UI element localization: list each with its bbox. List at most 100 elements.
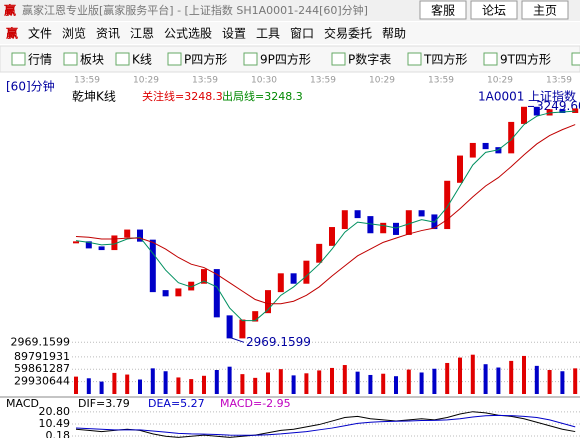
price-bar [239, 319, 246, 339]
volume-bar [150, 368, 155, 394]
title-button-label[interactable]: 客服 [431, 3, 455, 18]
toolbar-icon[interactable] [115, 52, 130, 66]
volume-bar [573, 368, 578, 394]
volume-tick-label: 29930644 [14, 375, 70, 388]
ma-line [75, 124, 576, 305]
symbol-label: 1A0001 [478, 90, 524, 104]
price-bar [265, 290, 271, 314]
toolbar-label[interactable]: K线 [132, 53, 152, 67]
volume-bar [240, 374, 245, 394]
name-label: 上证指数 [528, 89, 576, 104]
toolbar-label[interactable]: 9T四方形 [500, 52, 551, 67]
price-bar [380, 222, 387, 234]
app-icon: 赢 [4, 3, 16, 18]
toolbar-label[interactable]: 9P四方形 [260, 52, 311, 67]
volume-bar [176, 377, 181, 394]
chart-area [0, 73, 580, 438]
price-bar [111, 235, 118, 251]
price-bar [201, 269, 207, 284]
price-bar [572, 108, 579, 113]
volume-tick-label: 89791931 [14, 350, 70, 363]
menu-icon: 赢 [6, 26, 18, 41]
toolbar-label[interactable]: 行情 [28, 53, 52, 67]
volume-bar [125, 374, 130, 394]
time-label: 10:29 [133, 76, 159, 86]
toolbar-label[interactable]: P四方形 [184, 52, 227, 67]
volume-bar [496, 367, 501, 394]
menu-item[interactable]: 帮助 [382, 27, 406, 41]
macd-tick-label: 20.80 [39, 405, 71, 418]
macd-line [75, 414, 576, 436]
volume-bar [99, 381, 104, 394]
toolbar [0, 45, 580, 73]
price-bar [482, 142, 489, 150]
ma-line [75, 110, 576, 322]
toolbar-icon[interactable] [11, 52, 26, 66]
time-label: 13:59 [546, 76, 572, 86]
toolbar-icon[interactable] [63, 52, 78, 66]
volume-bar [317, 370, 322, 394]
price-bar [73, 241, 79, 244]
price-bar [316, 243, 323, 263]
toolbar-icon[interactable] [483, 52, 498, 66]
time-label: 13:59 [192, 76, 218, 86]
volume-bar [291, 375, 296, 394]
toolbar-icon[interactable] [167, 52, 182, 66]
price-bar [469, 142, 476, 158]
volume-bar [189, 379, 194, 394]
volume-bar [509, 360, 514, 394]
focus-line-label: 关注线=3248.3 [142, 89, 223, 103]
toolbar-icon[interactable] [571, 52, 580, 66]
title-button-label[interactable]: 论坛 [482, 4, 506, 18]
volume-bar [163, 371, 168, 394]
menu-item[interactable]: 设置 [222, 27, 246, 41]
menu-item[interactable]: 文件 [28, 26, 52, 41]
price-bar [393, 222, 399, 235]
toolbar-icon[interactable] [407, 52, 422, 66]
volume-bar [368, 374, 373, 394]
price-bar [457, 155, 463, 183]
volume-bar [112, 372, 117, 394]
time-label: 10:29 [487, 76, 513, 86]
toolbar-icon[interactable] [331, 52, 346, 66]
title-button[interactable] [419, 0, 467, 20]
volume-bar [138, 379, 142, 394]
title-button-label[interactable]: 主页 [533, 4, 557, 18]
time-label: 10:30 [251, 76, 277, 86]
menu-item[interactable]: 公式选股 [164, 27, 212, 41]
price-bar [188, 281, 195, 291]
title-button[interactable] [521, 0, 569, 20]
menu-item[interactable]: 窗口 [290, 27, 314, 41]
volume-bar [547, 370, 552, 394]
menu-item[interactable]: 江恩 [130, 27, 154, 41]
menu-item[interactable]: 工具 [256, 27, 280, 41]
volume-bar [266, 372, 270, 394]
menu-item[interactable]: 浏览 [62, 26, 86, 41]
toolbar-icon[interactable] [243, 52, 258, 66]
title-button[interactable] [470, 0, 518, 20]
price-bar [329, 227, 335, 246]
price-bar [277, 273, 284, 293]
volume-tick-label: 59861287 [14, 362, 70, 375]
price-bar [124, 229, 131, 238]
price-bar [137, 229, 143, 242]
menu-item[interactable]: 资讯 [96, 27, 120, 41]
price-bar [341, 210, 348, 230]
volume-bar [253, 377, 258, 394]
price-bar [405, 210, 412, 235]
toolbar-label[interactable]: T四方形 [423, 52, 467, 67]
price-bar [252, 311, 259, 322]
volume-bar [86, 378, 91, 394]
toolbar-label[interactable]: 板块 [80, 53, 104, 67]
price-bar [521, 106, 527, 124]
toolbar-label[interactable]: P数字表 [348, 52, 391, 67]
menu-item[interactable]: 交易委托 [324, 26, 372, 41]
y-tick-label: 2969.1599 [11, 335, 71, 348]
volume-bar [522, 355, 526, 394]
period-label: [60]分钟 [6, 79, 55, 94]
price-bar [418, 210, 425, 217]
price-bar [367, 216, 374, 234]
time-label: 13:59 [428, 76, 454, 86]
volume-bar [470, 354, 475, 394]
